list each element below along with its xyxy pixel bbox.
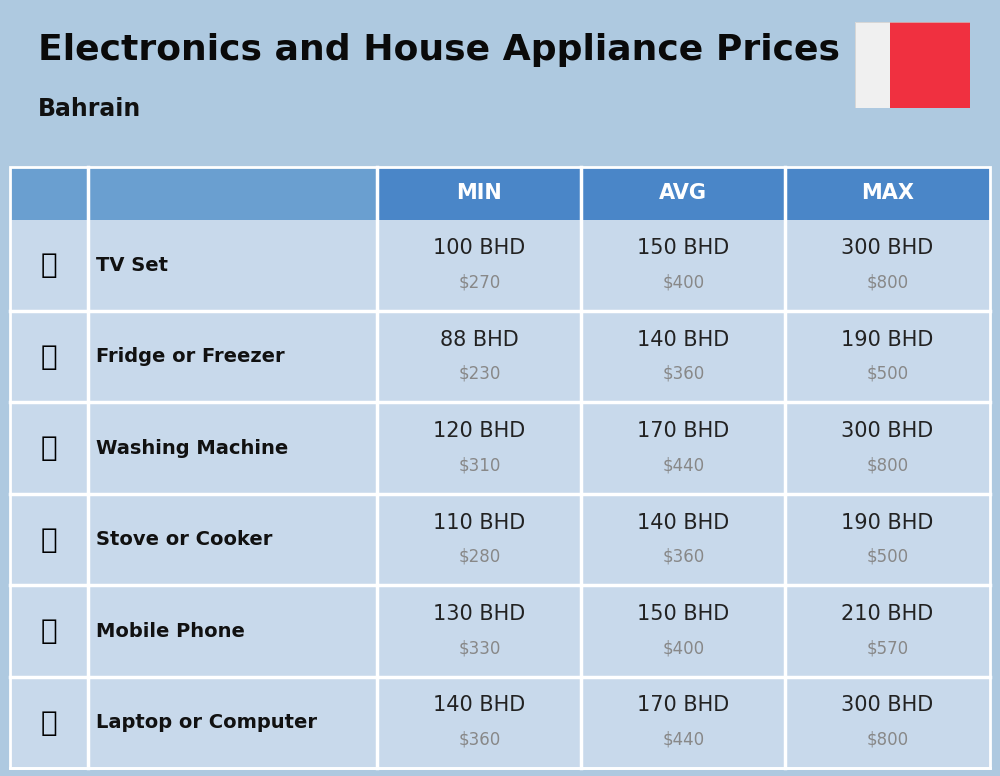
Polygon shape	[876, 32, 890, 41]
Text: Mobile Phone: Mobile Phone	[96, 622, 245, 640]
Text: 💻: 💻	[41, 708, 58, 736]
Text: 🔥: 🔥	[41, 525, 58, 553]
Text: $440: $440	[662, 456, 704, 474]
Text: $500: $500	[867, 548, 909, 566]
Text: Laptop or Computer: Laptop or Computer	[96, 713, 317, 732]
Text: $330: $330	[458, 639, 501, 657]
Text: AVG: AVG	[659, 183, 707, 203]
Polygon shape	[876, 22, 890, 32]
Text: 210 BHD: 210 BHD	[841, 604, 934, 624]
Text: 🖥: 🖥	[41, 251, 58, 279]
Text: 🧊: 🧊	[41, 343, 58, 371]
Text: $270: $270	[458, 273, 501, 292]
Text: 100 BHD: 100 BHD	[433, 238, 526, 258]
Text: 🫧: 🫧	[41, 435, 58, 462]
Text: MAX: MAX	[861, 183, 914, 203]
Polygon shape	[876, 61, 890, 70]
Text: $280: $280	[458, 548, 501, 566]
Text: Bahrain: Bahrain	[38, 97, 141, 121]
Text: MIN: MIN	[457, 183, 502, 203]
Text: 190 BHD: 190 BHD	[841, 513, 934, 532]
Text: $230: $230	[458, 365, 501, 383]
Text: Electronics and House Appliance Prices: Electronics and House Appliance Prices	[38, 33, 840, 67]
Text: 140 BHD: 140 BHD	[433, 695, 526, 715]
Text: 120 BHD: 120 BHD	[433, 421, 526, 441]
Text: 300 BHD: 300 BHD	[841, 238, 934, 258]
Text: 140 BHD: 140 BHD	[637, 513, 729, 532]
Bar	[890, 22, 970, 108]
Text: $360: $360	[662, 548, 704, 566]
Text: $500: $500	[867, 365, 909, 383]
Text: 170 BHD: 170 BHD	[637, 421, 729, 441]
Polygon shape	[876, 99, 890, 108]
Text: $400: $400	[662, 639, 704, 657]
Text: 190 BHD: 190 BHD	[841, 330, 934, 350]
Text: $800: $800	[867, 456, 909, 474]
Text: $800: $800	[867, 730, 909, 749]
Text: $310: $310	[458, 456, 501, 474]
Text: 300 BHD: 300 BHD	[841, 695, 934, 715]
Text: $800: $800	[867, 273, 909, 292]
Text: $360: $360	[458, 730, 501, 749]
Text: 88 BHD: 88 BHD	[440, 330, 519, 350]
Text: Washing Machine: Washing Machine	[96, 438, 289, 458]
Text: 📱: 📱	[41, 617, 58, 645]
Text: 150 BHD: 150 BHD	[637, 604, 729, 624]
Text: TV Set: TV Set	[96, 256, 168, 275]
Text: $570: $570	[867, 639, 909, 657]
Text: Stove or Cooker: Stove or Cooker	[96, 530, 273, 549]
Polygon shape	[876, 70, 890, 79]
Text: 140 BHD: 140 BHD	[637, 330, 729, 350]
Polygon shape	[876, 41, 890, 50]
Text: $400: $400	[662, 273, 704, 292]
Polygon shape	[876, 89, 890, 99]
Text: 130 BHD: 130 BHD	[433, 604, 526, 624]
Polygon shape	[876, 79, 890, 89]
Bar	[855, 22, 890, 108]
Text: Fridge or Freezer: Fridge or Freezer	[96, 348, 285, 366]
Text: 110 BHD: 110 BHD	[433, 513, 526, 532]
Text: 150 BHD: 150 BHD	[637, 238, 729, 258]
Text: 300 BHD: 300 BHD	[841, 421, 934, 441]
Text: $360: $360	[662, 365, 704, 383]
Polygon shape	[876, 50, 890, 61]
Text: 170 BHD: 170 BHD	[637, 695, 729, 715]
Text: $440: $440	[662, 730, 704, 749]
